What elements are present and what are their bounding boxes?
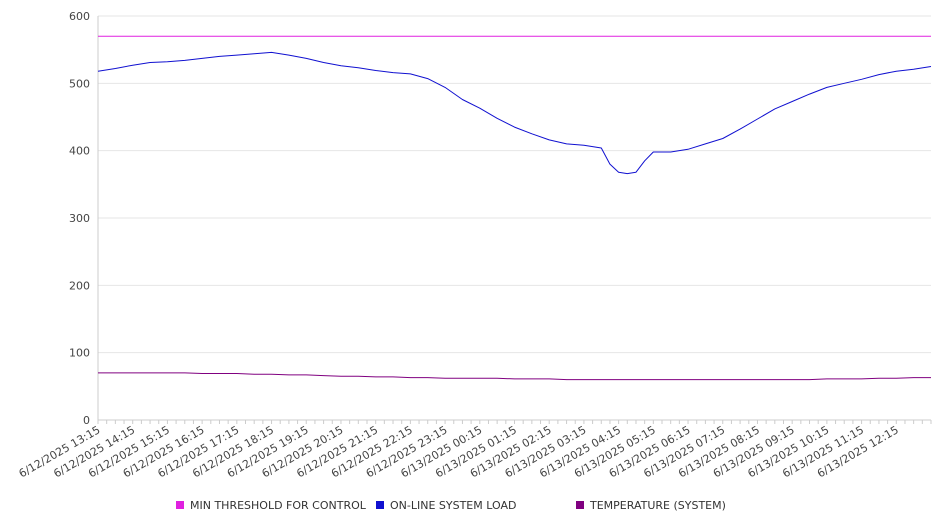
y-tick-label: 300 [69,212,90,225]
legend-swatch [576,501,584,509]
series-line-2 [97,51,932,175]
legend-swatch [176,501,184,509]
legend-label: TEMPERATURE (SYSTEM) [589,499,726,512]
y-tick-label: 400 [69,145,90,158]
x-axis-ticks: 6/12/2025 13:156/12/2025 14:156/12/2025 … [17,420,932,480]
series-lines [97,35,932,381]
y-tick-label: 200 [69,279,90,292]
y-tick-label: 600 [69,10,90,23]
legend-label: ON-LINE SYSTEM LOAD [390,499,516,512]
y-tick-label: 0 [83,414,90,427]
legend-swatch [376,501,384,509]
y-axis-ticks: 0 100 200 300 400 500 600 [69,10,90,427]
y-tick-label: 100 [69,347,90,360]
legend-label: MIN THRESHOLD FOR CONTROL [190,499,367,512]
y-tick-label: 500 [69,77,90,90]
series-line-3 [98,372,931,381]
gridlines [98,15,931,354]
legend: MIN THRESHOLD FOR CONTROL ON-LINE SYSTEM … [176,499,726,512]
